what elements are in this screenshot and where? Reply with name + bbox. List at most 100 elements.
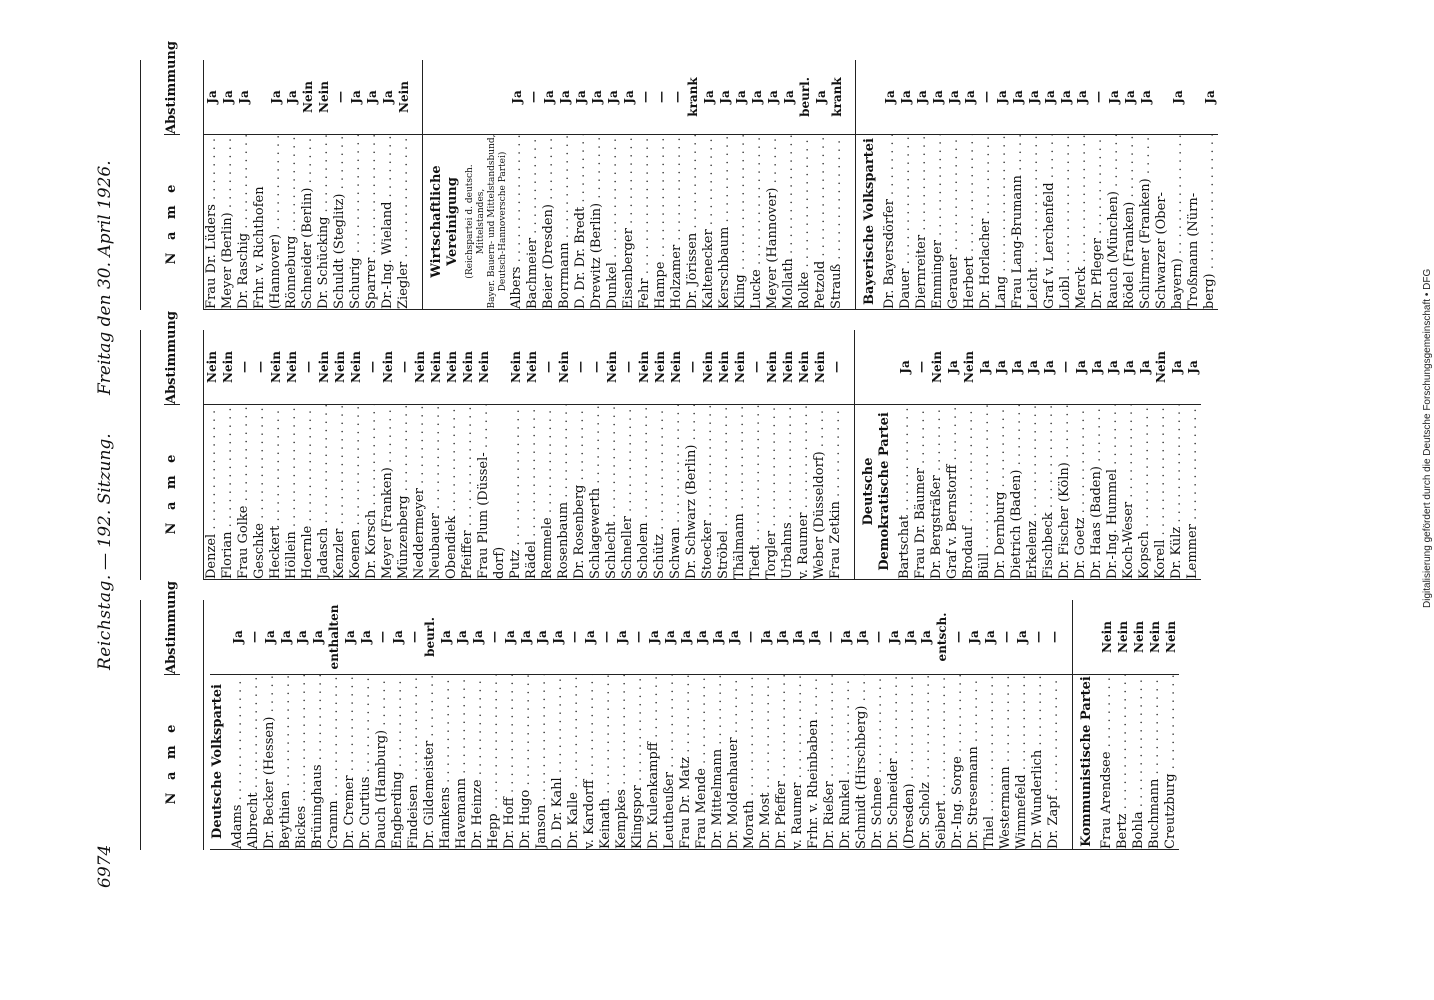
- member-vote: Ja: [237, 90, 251, 104]
- party-heading: Kommunistische Partei: [1079, 676, 1094, 847]
- member-vote: Ja: [663, 630, 677, 644]
- member-name: Drewitz (Berlin): [589, 134, 605, 309]
- member-name: Dr. Hoff: [502, 674, 518, 849]
- member-row: Dr. Hugo Ja: [518, 600, 534, 849]
- member-name: Bachmeier: [525, 134, 541, 309]
- member-row: v. Raumer Nein: [796, 330, 812, 579]
- member-name: Dr. Haas (Baden): [1089, 404, 1105, 579]
- member-name: Schuldt (Steglitz): [332, 134, 348, 309]
- member-row: Dr.-Ing. Hummel Ja: [1105, 330, 1121, 579]
- member-name: Dr. Goetz: [1073, 404, 1089, 579]
- party-heading: Wirtschaftliche Vereinigung: [429, 165, 460, 278]
- member-name: Hamkens: [438, 674, 454, 849]
- member-vote: Ja: [679, 630, 693, 644]
- member-vote: Ja: [711, 630, 725, 644]
- member-row: Dr.-Ing. Wieland Ja: [380, 60, 396, 309]
- party-subline: Deutsch-Hannoversche Partei): [498, 151, 508, 292]
- member-name: Frau Mende: [694, 674, 710, 849]
- member-vote: Nein: [1100, 621, 1114, 653]
- member-vote: Nein: [733, 351, 747, 383]
- member-row: Wimmefeld Ja: [1014, 600, 1030, 849]
- member-vote: Ja: [695, 630, 709, 644]
- member-row: Lemmer Ja: [1185, 330, 1201, 579]
- member-vote: Nein: [717, 351, 731, 383]
- member-row: Bickes Ja: [294, 600, 310, 849]
- member-vote: [252, 60, 268, 134]
- member-row: Ströbel Nein: [716, 330, 732, 579]
- member-vote: —: [567, 631, 581, 643]
- member-name: Havemann: [454, 674, 470, 849]
- member-name: Dr. Korsch: [364, 404, 380, 579]
- member-vote: Ja: [558, 90, 572, 104]
- member-name: Neubauer: [428, 404, 444, 579]
- member-vote: Ja: [963, 90, 977, 104]
- member-name: Thiel: [982, 674, 998, 849]
- member-name: Mollath: [781, 134, 797, 309]
- member-vote: —: [253, 361, 267, 373]
- member-name: Hoernle: [300, 404, 316, 579]
- member-name: Obendiek: [444, 404, 460, 579]
- member-name: Büll: [977, 404, 993, 579]
- member-name: Dr. Gildemeister: [422, 674, 438, 849]
- member-name: Bickes: [294, 674, 310, 849]
- member-vote: Ja: [1074, 360, 1088, 374]
- member-name: Jadasch: [316, 404, 332, 579]
- member-name: Rosenbaum: [556, 404, 572, 579]
- member-vote: —: [743, 631, 757, 643]
- member-name: Dr. Jörissen: [685, 134, 701, 309]
- member-row: Dr. Runkel Ja: [838, 600, 854, 849]
- member-row: Diernreiter Ja: [914, 60, 930, 309]
- party-subline: (Reichspartei d. deutsch. Mittelstandes,: [465, 164, 486, 279]
- member-vote: Ja: [647, 630, 661, 644]
- dfg-stamp: Digitalisierung gefördert durch die Deut…: [1422, 269, 1433, 608]
- member-name: Dr. Rosenberg: [572, 404, 588, 579]
- member-name: Albrecht: [246, 674, 262, 849]
- member-row: Dr. Schwarz (Berlin) —: [684, 330, 700, 579]
- member-row: Schwan Nein: [668, 330, 684, 579]
- column-header: N a m e Abstimmung: [140, 41, 204, 310]
- member-vote: Ja: [1015, 630, 1029, 644]
- member-name: berg): [1202, 134, 1218, 309]
- member-row: Remmele —: [540, 330, 556, 579]
- member-name: Frau Dr. Bäumer: [913, 404, 929, 579]
- member-row: Dr. Becker (Hessen) Ja: [262, 600, 278, 849]
- member-name: v. Raumer: [790, 674, 806, 849]
- member-vote: Ja: [750, 90, 764, 104]
- column-header: N a m e Abstimmung: [140, 311, 204, 580]
- party-heading: Deutsche Demokratische Partei: [861, 412, 892, 571]
- member-vote: —: [979, 91, 993, 103]
- member-row: Bertz Nein: [1115, 600, 1131, 849]
- member-name: Adams: [230, 674, 246, 849]
- member-row: Eisenberger Ja: [621, 60, 637, 309]
- member-name: Dr. Külz: [1169, 404, 1185, 579]
- member-vote: Nein: [669, 351, 683, 383]
- member-vote: Ja: [839, 630, 853, 644]
- member-vote: —: [541, 361, 555, 373]
- member-name: Kerschbaum: [717, 134, 733, 309]
- member-vote: Nein: [1132, 621, 1146, 653]
- member-name: Dr. Fischer (Köln): [1057, 404, 1073, 579]
- member-vote: Ja: [1090, 360, 1104, 374]
- column-body: Deutsche Volkspartei AdamsJaAlbrecht—Dr.…: [210, 600, 1179, 850]
- member-row: Frau Mende Ja: [694, 600, 710, 849]
- member-row: Thälmann Nein: [732, 330, 748, 579]
- member-name: Graf v. Lerchenfeld: [1042, 134, 1058, 309]
- member-vote: Ja: [439, 630, 453, 644]
- member-row: Dr. Goetz Ja: [1073, 330, 1089, 579]
- member-name: v. Kardorff: [582, 674, 598, 849]
- member-row: Dr. Schneider Ja: [886, 600, 902, 849]
- member-row: Mollath Ja: [781, 60, 797, 309]
- member-vote: Ja: [1026, 360, 1040, 374]
- member-name: Dr. Zapf: [1046, 674, 1062, 849]
- member-name: Rauch (München): [1106, 134, 1122, 309]
- member-row: Rauch (München) Ja: [1106, 60, 1122, 309]
- member-name: (Dresden): [902, 674, 918, 849]
- member-name: Kenzler: [332, 404, 348, 579]
- member-name: Meyer (Franken): [380, 404, 396, 579]
- member-row: Jadasch Nein: [316, 330, 332, 579]
- member-vote: Ja: [471, 630, 485, 644]
- member-name: Torgler: [764, 404, 780, 579]
- member-vote: Nein: [781, 351, 795, 383]
- member-row: Dr. Bergsträßer Nein: [929, 330, 945, 579]
- member-name: Cramm: [326, 674, 342, 849]
